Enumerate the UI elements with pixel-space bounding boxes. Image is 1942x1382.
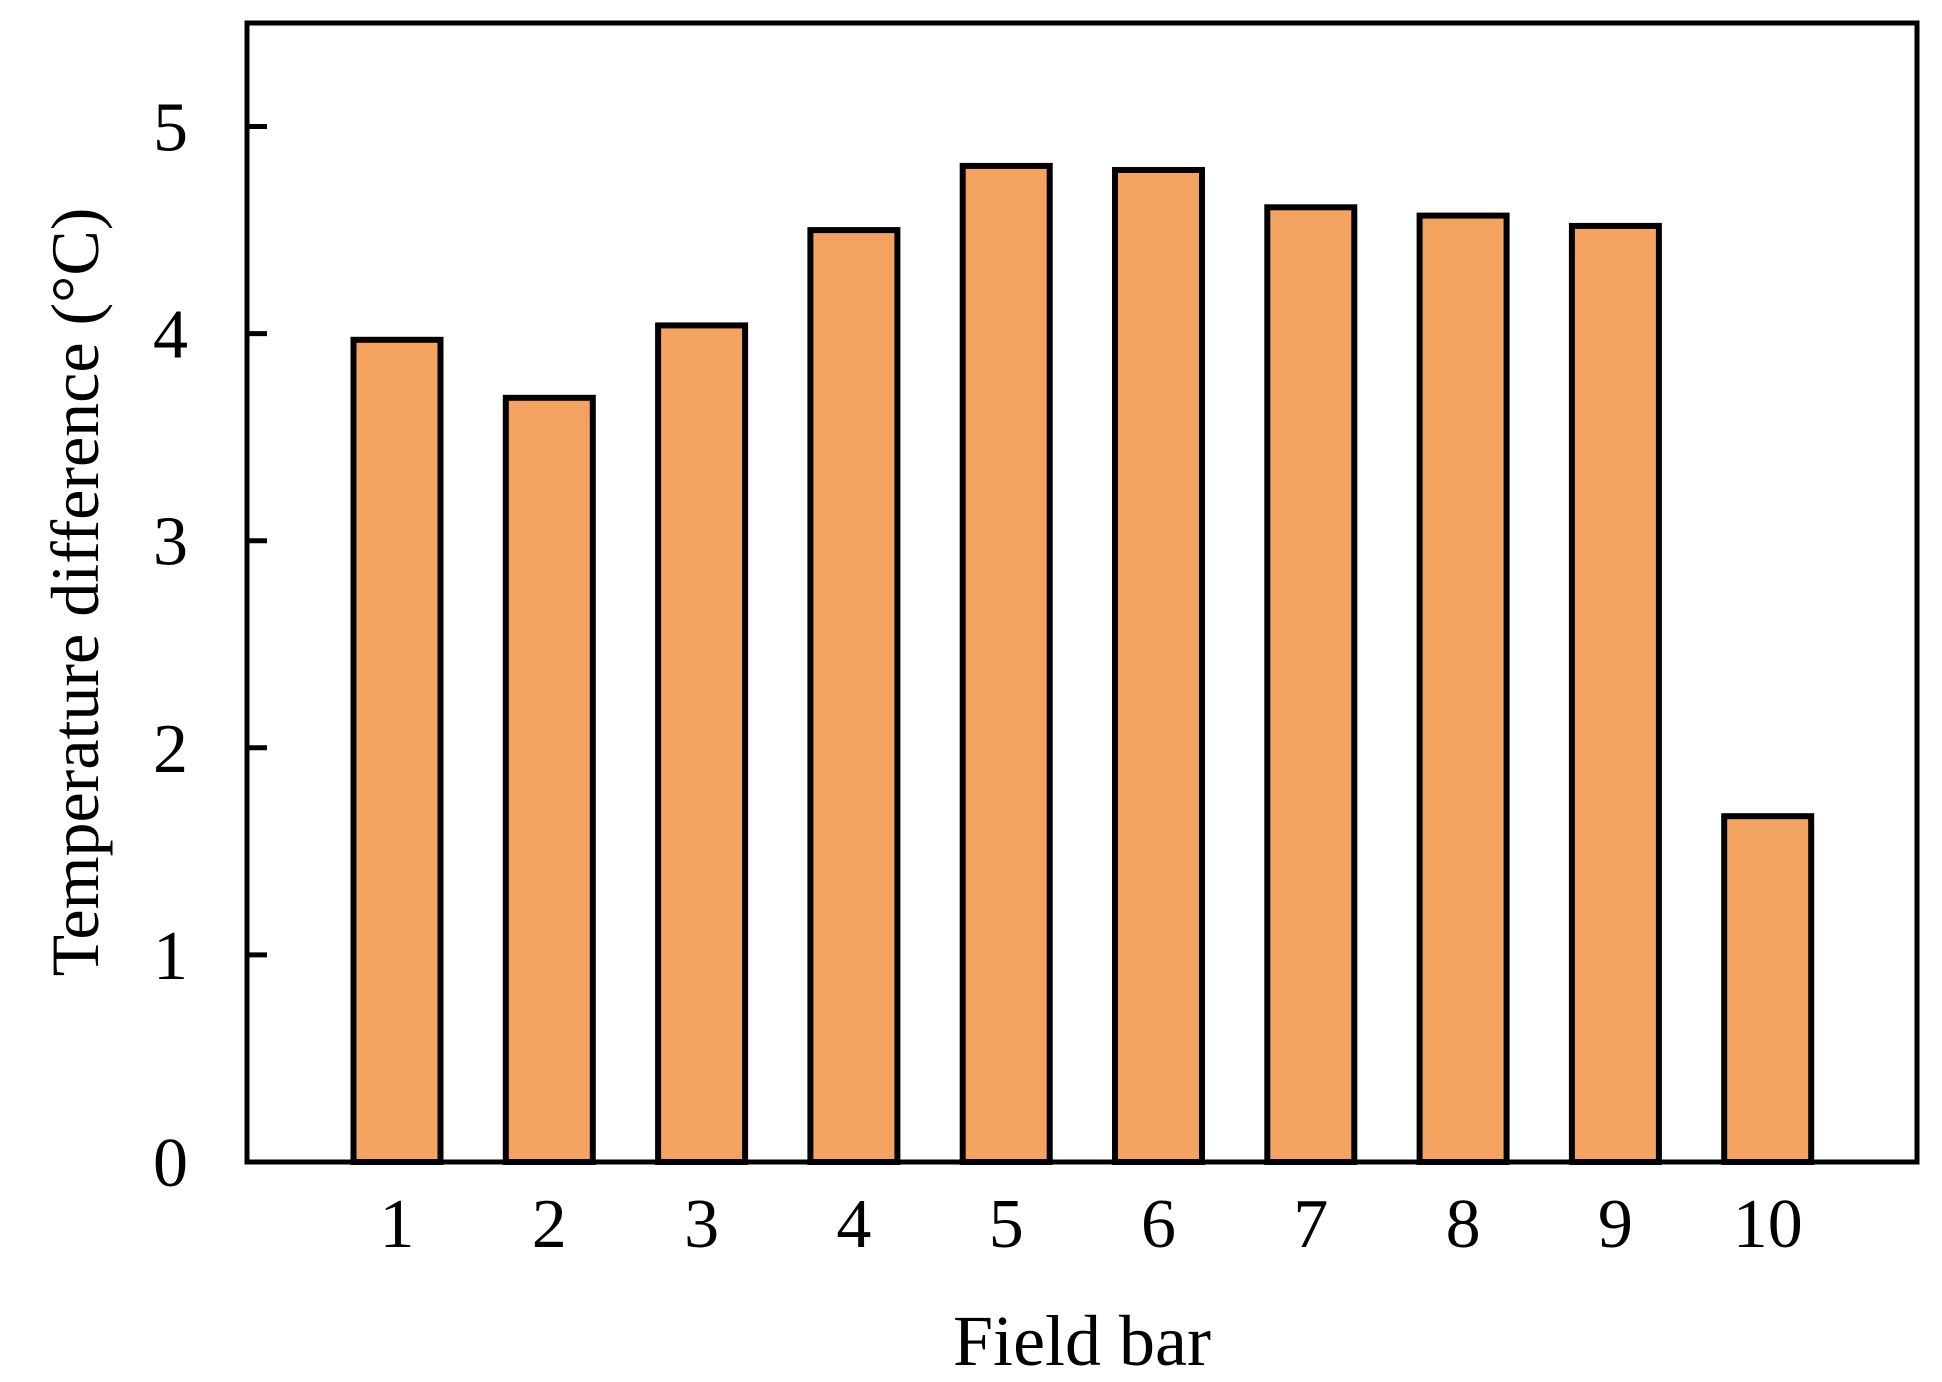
y-tick-label: 4: [153, 297, 188, 374]
bar-6: [1112, 167, 1205, 1165]
bar-4: [807, 227, 901, 1166]
x-tick-label: 2: [532, 1186, 567, 1263]
plot-frame: [244, 20, 1920, 1165]
bar-1: [350, 336, 444, 1165]
bar-2: [502, 394, 596, 1165]
y-tick-label: 5: [153, 90, 188, 167]
x-tick-label: 8: [1446, 1186, 1481, 1263]
x-tick-label: 4: [836, 1186, 871, 1263]
y-axis-ticks: 0 1 2 3 4 5: [153, 90, 267, 1202]
bars-layer: [350, 162, 1815, 1166]
y-tick-label: 1: [153, 918, 188, 995]
x-tick-label: 7: [1293, 1186, 1328, 1263]
x-tick-label: 5: [989, 1186, 1024, 1263]
x-tick-label: 1: [380, 1186, 415, 1263]
y-axis-label: Temperature difference (°C): [37, 208, 113, 977]
y-tick-label: 2: [153, 711, 188, 788]
x-axis-label: Field bar: [953, 1301, 1211, 1381]
bar-9: [1568, 222, 1662, 1165]
bar-3: [655, 322, 749, 1165]
x-tick-label: 6: [1141, 1186, 1176, 1263]
y-tick-label: 3: [153, 504, 188, 581]
x-axis-ticks: 1 2 3 4 5 6 7 8 9 10: [380, 1186, 1803, 1263]
x-tick-label: 10: [1733, 1186, 1803, 1263]
bar-7: [1264, 204, 1358, 1166]
bar-10: [1721, 813, 1815, 1165]
y-tick-label: 0: [153, 1125, 188, 1202]
bar-8: [1416, 212, 1510, 1166]
bar-5: [959, 162, 1053, 1165]
x-tick-label: 9: [1598, 1186, 1633, 1263]
x-tick-label: 3: [684, 1186, 719, 1263]
